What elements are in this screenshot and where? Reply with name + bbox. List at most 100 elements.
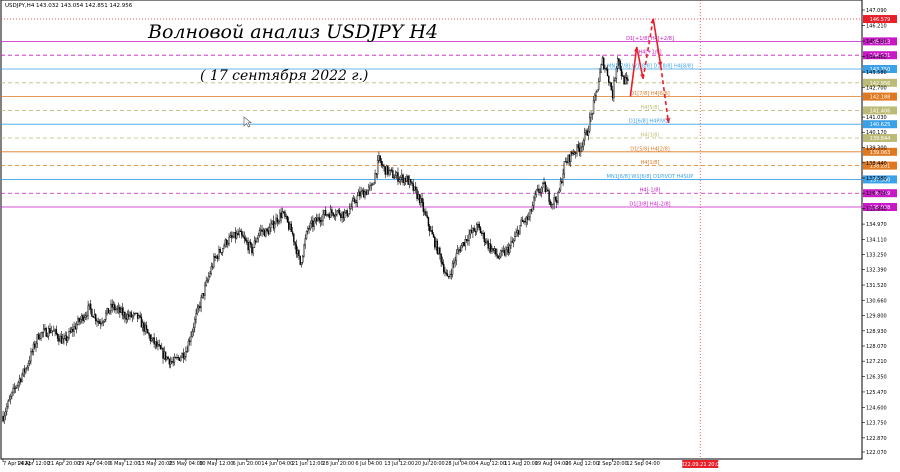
x-tick-label: 14 Apr 12:00: [17, 461, 50, 467]
candle-body: [465, 239, 468, 241]
candle-body: [371, 184, 374, 186]
candle-body: [150, 338, 153, 342]
level-price-tag: [863, 78, 897, 87]
candle-body: [2, 415, 4, 422]
candle-body: [298, 250, 300, 257]
candle-body: [390, 169, 393, 171]
candle-body: [333, 215, 336, 217]
candle-body: [185, 351, 187, 357]
candle-body: [509, 245, 511, 253]
candle-body: [220, 252, 223, 254]
level-price-tag: [863, 92, 897, 101]
candle-body: [389, 169, 392, 171]
candle-body: [313, 220, 315, 227]
y-tick-label: 127.210: [866, 359, 887, 365]
candle-body: [473, 227, 475, 232]
candle-body: [126, 314, 129, 320]
candle-body: [53, 330, 55, 332]
candle-body: [293, 233, 295, 243]
candle-body: [384, 166, 386, 175]
level-price-tag: [863, 106, 897, 115]
candle-body: [147, 329, 149, 334]
candle-body: [209, 273, 211, 277]
candle-body: [107, 307, 110, 314]
candle-body: [453, 261, 455, 264]
x-tick-label: 26 Aug 12:00: [565, 461, 599, 467]
candle-body: [591, 113, 593, 115]
cursor-arrow-icon: [243, 116, 252, 128]
level-price-tag-text: 139.063: [870, 150, 891, 156]
level-price-tag: [863, 203, 897, 212]
candle-body: [310, 220, 313, 224]
candle-body: [215, 255, 218, 258]
level-price-tag-text: 143.750: [870, 67, 891, 73]
candle-body: [248, 242, 251, 251]
candle-body: [409, 179, 412, 183]
candle-body: [544, 181, 546, 193]
candle-body: [317, 217, 319, 222]
level-price-tag: [863, 120, 897, 129]
candle-body: [362, 190, 365, 198]
candle-body: [252, 247, 254, 254]
candle-body: [103, 319, 106, 322]
x-tick-label: 28 Jun 20:00: [322, 461, 354, 467]
candle-body: [346, 210, 348, 217]
level-price-tag-text: 146.579: [870, 17, 891, 23]
candle-body: [219, 249, 221, 253]
level-price-tag: [863, 37, 897, 46]
candle-body: [154, 341, 157, 345]
candle-body: [498, 256, 501, 259]
candle-body: [191, 331, 193, 337]
candle-body: [538, 188, 540, 193]
level-price-tag: [863, 134, 897, 143]
candle-body: [129, 312, 131, 317]
candle-body: [343, 212, 346, 219]
candle-body: [186, 351, 188, 353]
candle-body: [50, 330, 52, 333]
level-price-tag: [863, 65, 897, 74]
level-price-tag-text: 135.938: [870, 205, 891, 211]
candle-body: [323, 210, 326, 215]
candle-body: [423, 211, 426, 213]
candle-body: [487, 240, 489, 249]
candle-body: [92, 316, 94, 318]
candle-body: [67, 337, 69, 342]
candle-body: [135, 312, 138, 314]
candle-body: [458, 249, 460, 251]
candle-body: [181, 352, 183, 358]
candle-body: [153, 337, 155, 345]
level-price-tag: [863, 15, 897, 24]
candle-body: [540, 187, 543, 193]
x-tick-label: 28 Jul 04:00: [445, 461, 475, 467]
candle-body: [41, 332, 44, 334]
level-price-tag-text: 142.956: [870, 81, 891, 87]
y-tick-label: 136.720: [866, 191, 887, 197]
candle-body: [276, 217, 279, 223]
candle-body: [88, 303, 91, 307]
candle-body: [620, 68, 623, 77]
candle-body: [568, 154, 571, 162]
y-tick-label: 131.520: [866, 283, 887, 289]
candle-body: [288, 221, 290, 230]
candle-body: [412, 183, 414, 191]
candle-body: [74, 326, 77, 330]
candle-body: [495, 248, 497, 255]
candle-body: [213, 256, 215, 268]
candle-body: [6, 406, 8, 412]
candle-body: [11, 391, 13, 397]
candle-body: [623, 75, 625, 85]
candle-body: [493, 248, 496, 251]
level-label: H4[-1/8]: [640, 188, 661, 194]
candle-body: [529, 209, 531, 218]
y-tick-label: 139.300: [866, 146, 887, 152]
candle-body: [387, 165, 389, 175]
candle-body: [139, 315, 141, 318]
candle-body: [211, 266, 214, 268]
forecast-arrowhead: [665, 118, 671, 123]
candle-body: [417, 194, 419, 199]
candle-body: [595, 91, 597, 96]
candle-body: [210, 266, 212, 274]
y-axis: 147.090 146.210 145.330 144.460 143.580 142.7…: [862, 8, 887, 456]
